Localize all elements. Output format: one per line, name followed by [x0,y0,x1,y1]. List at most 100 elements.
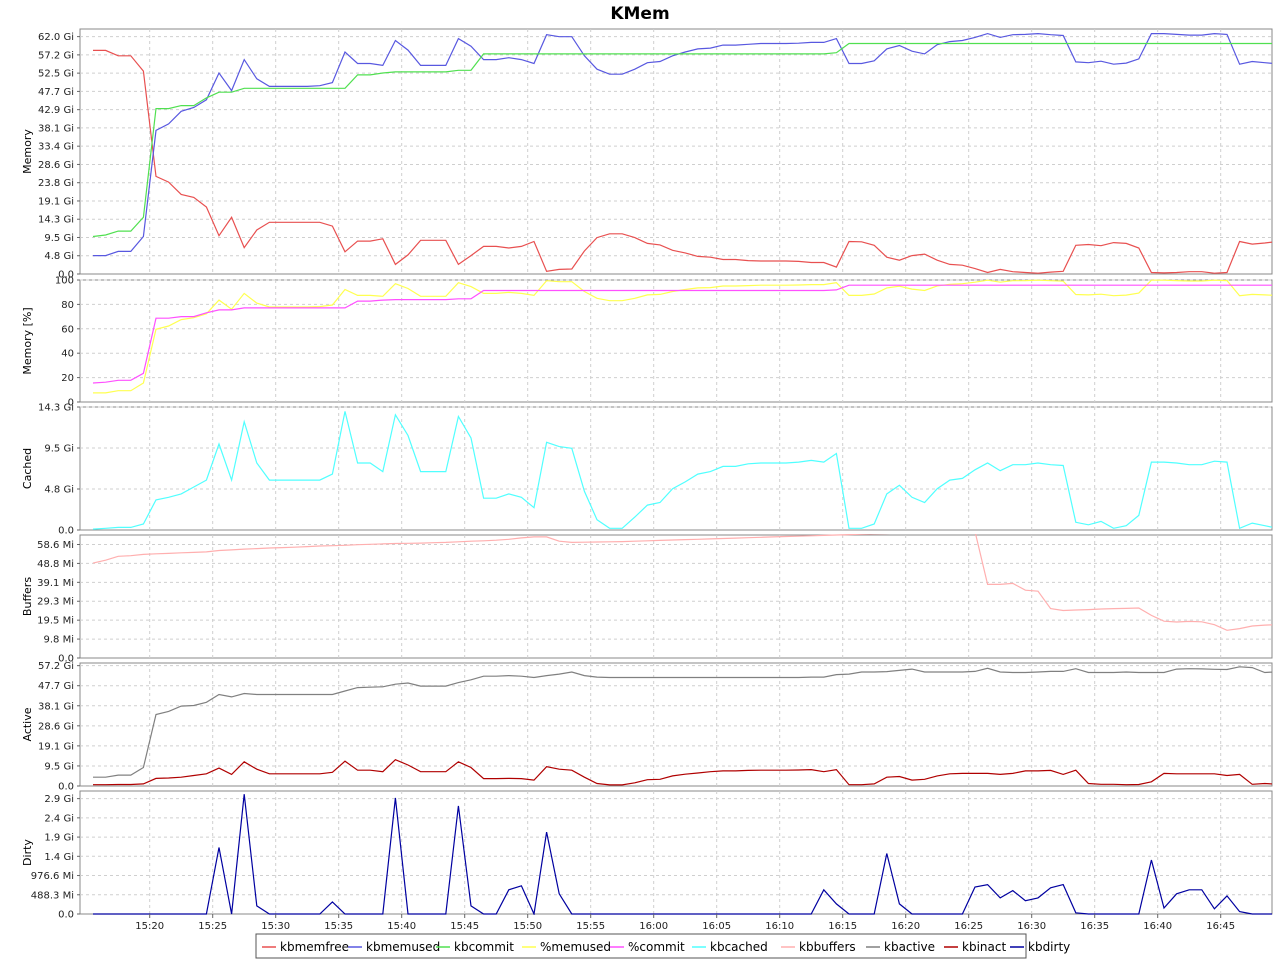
x-axis: 15:20 15:25 15:30 15:35 15:40 15:45 15:50 15:55… [135,914,1235,932]
x-tick-label: 15:45 [450,921,479,932]
x-tick-label: 16:05 [702,921,731,932]
legend-label: kbmemfree [280,940,349,954]
legend-label: kbbuffers [799,940,856,954]
y-axis-label: Dirty [21,839,34,866]
y-tick-label: 23.8 Gi [38,178,74,189]
legend-item: kbactive [866,940,935,954]
series-line-pct-memused [93,279,1272,394]
y-axis-label: Active [21,707,34,741]
series-line-kbactive [93,666,1272,778]
panel-5: 0.0 9.5 Gi 19.1 Gi 28.6 Gi 38.1 Gi 47.7 Gi 57.… [21,661,1273,793]
x-tick-label: 15:30 [261,921,290,932]
y-tick-label: 1.9 Gi [44,833,74,844]
y-tick-label: 488.3 Mi [31,890,74,901]
y-tick-label: 0.0 [58,910,74,921]
y-tick-label: 2.4 Gi [44,813,74,824]
legend-item: %memused [522,940,611,954]
series-line-kbdirty [93,794,1272,915]
panel-3: 0.0 4.8 Gi 9.5 Gi 14.3 Gi Cached [21,403,1273,537]
y-tick-label: 1.4 Gi [44,852,74,863]
series-line-kbinact [93,758,1272,786]
plot-area [79,28,1273,275]
y-tick-label: 4.8 Gi [44,485,74,496]
x-tick-label: 16:40 [1143,921,1172,932]
y-tick-label: 29.3 Mi [37,597,74,608]
plot-area [79,406,1273,531]
y-tick-label: 0.0 [58,526,74,537]
legend-item: kbmemused [348,940,440,954]
panel-6: 0.0 488.3 Mi 976.6 Mi 1.4 Gi 1.9 Gi 2.4 Gi 2.9… [21,790,1273,921]
y-tick-label: 57.2 Gi [38,50,74,61]
x-tick-label: 16:25 [954,921,983,932]
legend-item: kbcached [692,940,768,954]
panel-4: 0.0 9.8 Mi 19.5 Mi 29.3 Mi 39.1 Mi 48.8 Mi 58.… [21,534,1273,665]
chart-title: KMem [610,4,669,24]
y-axis-label: Memory [%] [21,307,34,374]
legend-item: kbmemfree [262,940,349,954]
y-tick-label: 9.5 Gi [44,761,74,772]
y-tick-label: 52.5 Gi [38,69,74,80]
series-line-kbmemused [93,32,1272,257]
y-tick-label: 19.5 Mi [37,616,74,627]
panel-2: 0 20 40 60 80 100 Memory [%] [21,276,1273,409]
y-tick-label: 9.8 Mi [44,635,75,646]
legend-label: kbactive [884,940,935,954]
y-tick-label: 33.4 Gi [38,142,74,153]
legend-item: kbinact [944,940,1006,954]
y-tick-label: 4.8 Gi [44,251,74,262]
legend-label: kbcached [710,940,768,954]
legend-label: kbmemused [366,940,440,954]
y-tick-label: 60 [61,324,74,335]
plot-area [79,790,1273,915]
y-tick-label: 28.6 Gi [38,721,74,732]
series-line-kbbuffers [92,534,1272,631]
x-tick-label: 15:35 [324,921,353,932]
x-tick-label: 15:40 [387,921,416,932]
chart-panels: 0.0 4.8 Gi 9.5 Gi 14.3 Gi 19.1 Gi 23.8 Gi 28.6… [21,28,1273,921]
y-tick-label: 42.9 Gi [38,105,74,116]
y-tick-label: 38.1 Gi [38,701,74,712]
y-tick-label: 57.2 Gi [38,661,74,672]
series-line-kbcommit [92,42,1272,238]
y-tick-label: 0.0 [58,782,74,793]
y-tick-label: 9.5 Gi [44,233,74,244]
x-tick-label: 16:45 [1206,921,1235,932]
x-tick-label: 15:55 [576,921,605,932]
series-line-kbcached [92,411,1272,530]
y-tick-label: 58.6 Mi [37,540,74,551]
x-tick-label: 16:00 [639,921,668,932]
panel-1: 0.0 4.8 Gi 9.5 Gi 14.3 Gi 19.1 Gi 23.8 Gi 28.6… [21,28,1273,281]
y-tick-label: 9.5 Gi [44,444,74,455]
x-tick-label: 16:15 [828,921,857,932]
y-tick-label: 20 [61,373,74,384]
series-line-kbmemfree [93,49,1272,274]
y-tick-label: 100 [55,276,74,287]
y-axis-label: Memory [21,129,34,174]
y-tick-label: 28.6 Gi [38,160,74,171]
x-tick-label: 16:35 [1080,921,1109,932]
y-tick-label: 19.1 Gi [38,196,74,207]
legend-label: kbdirty [1028,940,1070,954]
y-tick-label: 0.0 [58,654,74,665]
y-tick-label: 47.7 Gi [38,681,74,692]
plot-area [79,534,1273,659]
legend-item: kbcommit [436,940,514,954]
legend: kbmemfree kbmemused kbcommit %memused %commi… [255,933,1070,959]
legend-label: kbcommit [454,940,514,954]
y-tick-label: 14.3 Gi [38,215,74,226]
y-tick-label: 38.1 Gi [38,123,74,134]
x-tick-label: 15:50 [513,921,542,932]
legend-label: %memused [540,940,611,954]
y-tick-label: 62.0 Gi [38,32,74,43]
y-tick-label: 80 [61,300,74,311]
x-tick-label: 16:20 [891,921,920,932]
y-tick-label: 19.1 Gi [38,741,74,752]
x-tick-label: 16:30 [1017,921,1046,932]
legend-item: %commit [610,940,685,954]
y-tick-label: 14.3 Gi [38,403,74,414]
plot-area [79,662,1273,787]
y-axis-label: Buffers [21,577,34,616]
y-tick-label: 0 [68,398,74,409]
legend-item: kbbuffers [781,940,856,954]
